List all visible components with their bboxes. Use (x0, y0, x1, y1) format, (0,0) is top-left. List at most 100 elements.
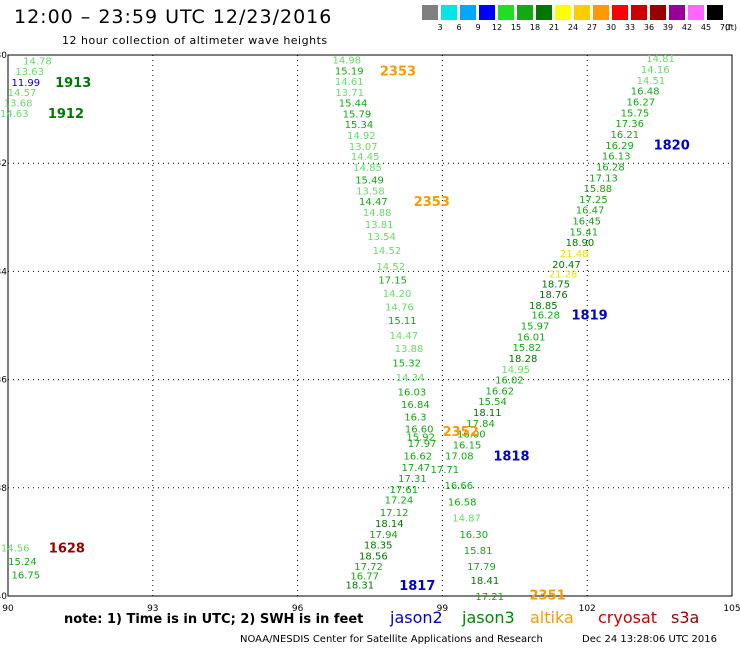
wave-height-value: 16.84 (401, 400, 430, 411)
legend-swatch (707, 5, 723, 20)
legend-label: 9 (475, 23, 481, 32)
wave-height-value: 14.57 (8, 88, 37, 99)
map-subtitle: 12 hour collection of altimeter wave hei… (62, 34, 328, 47)
wave-height-value: 14.95 (501, 365, 530, 376)
wave-height-value: 13.58 (356, 186, 385, 197)
wave-height-value: 13.71 (335, 88, 364, 99)
legend-label: 30 (605, 23, 617, 32)
satellite-s3a-label: s3a (671, 608, 700, 627)
legend-swatch (688, 5, 704, 20)
wave-height-value: 18.76 (539, 290, 568, 301)
legend-label: 24 (567, 23, 579, 32)
wave-height-value: 15.92 (406, 432, 435, 443)
wave-height-value: 13.88 (395, 344, 424, 355)
pass-time-label: 1818 (493, 449, 529, 464)
wave-height-value: 17.47 (402, 463, 431, 474)
wave-height-value: 14.52 (373, 246, 402, 257)
wave-height-value: 15.44 (339, 99, 368, 110)
wave-height-value: 18.31 (346, 581, 375, 592)
legend-swatch (631, 5, 647, 20)
wave-height-value: 18.75 (542, 279, 571, 290)
legend-swatch (422, 5, 438, 20)
wave-height-value: 16.00 (457, 430, 486, 441)
legend-label: 3 (437, 23, 443, 32)
satellite-jason3-label: jason3 (462, 608, 515, 627)
wave-height-value: 15.97 (521, 322, 550, 333)
wave-height-value: 18.35 (364, 541, 393, 552)
wave-height-value: 21.28 (549, 270, 578, 281)
wave-height-value: 14.76 (385, 303, 414, 314)
wave-height-value: 17.79 (467, 562, 496, 573)
wave-height-value: 16.27 (626, 98, 655, 109)
map-frame (7, 54, 733, 597)
wave-height-value: 13.54 (367, 232, 396, 243)
legend-swatch (460, 5, 476, 20)
y-tick-label: -40 (0, 592, 7, 602)
legend-label: 6 (456, 23, 462, 32)
legend-label: 36 (643, 23, 655, 32)
wave-height-value: 14.85 (353, 163, 382, 174)
wave-height-value: 14.47 (359, 197, 388, 208)
wave-height-value: 16.01 (517, 332, 546, 343)
pass-time-label: 1817 (399, 579, 435, 594)
footer-credit: NOAA/NESDIS Center for Satellite Applica… (240, 634, 543, 645)
wave-height-value: 13.81 (365, 220, 394, 231)
wave-height-value: 16.29 (605, 141, 634, 152)
wave-height-value: 14.63 (0, 109, 29, 120)
legend-label: 39 (662, 23, 674, 32)
wave-height-value: 16.77 (350, 571, 379, 582)
x-tick-label: 105 (723, 604, 740, 614)
legend-label: 45 (700, 23, 712, 32)
generated-timestamp: Dec 24 13:28:06 UTC 2016 (582, 634, 717, 645)
wave-height-value: 17.71 (430, 465, 459, 476)
pass-time-label: 1913 (55, 76, 91, 91)
pass-time-label: 2352 (443, 425, 479, 440)
wave-height-value: 15.82 (513, 343, 542, 354)
y-tick-label: -30 (0, 51, 7, 61)
wave-height-value: 14.34 (396, 373, 425, 384)
pass-time-label: 2353 (414, 195, 450, 210)
wave-height-value: 18.41 (471, 576, 500, 587)
wave-height-value: 16.75 (12, 570, 41, 581)
wave-height-value: 13.07 (349, 142, 378, 153)
wave-height-value: 14.98 (333, 55, 362, 66)
wave-height-value: 14.87 (452, 514, 481, 525)
pass-time-label: 2353 (380, 65, 416, 80)
wave-height-value: 14.20 (383, 289, 412, 300)
wave-height-value: 18.85 (529, 301, 558, 312)
wave-height-value: 18.56 (359, 551, 388, 562)
wave-height-value: 17.94 (369, 530, 398, 541)
wave-height-value: 16.62 (486, 386, 515, 397)
legend-label: 27 (586, 23, 598, 32)
wave-height-value: 14.52 (376, 262, 405, 273)
x-tick-label: 90 (2, 604, 14, 614)
legend-label: 12 (491, 23, 503, 32)
pass-time-label: 2351 (530, 588, 566, 603)
wave-height-value: 15.88 (583, 184, 612, 195)
legend-swatch (612, 5, 628, 20)
satellite-cryosat-label: cryosat (598, 608, 658, 627)
wave-height-value: 17.72 (354, 562, 383, 573)
wave-height-value: 15.41 (570, 227, 599, 238)
legend-label: 21 (548, 23, 560, 32)
wave-height-value: 16.28 (596, 162, 625, 173)
wave-height-value: 14.56 (1, 543, 30, 554)
wave-height-value: 16.28 (531, 311, 560, 322)
map-title: 12:00 – 23:59 UTC 12/23/2016 (14, 6, 333, 28)
wave-height-value: 16.3 (404, 412, 426, 423)
wave-height-value: 15.79 (343, 109, 372, 120)
wave-height-value: 16.62 (403, 451, 432, 462)
wave-height-value: 21.48 (560, 249, 589, 260)
x-tick-label: 96 (292, 604, 304, 614)
wave-height-value: 16.03 (398, 388, 427, 399)
wave-height-value: 17.08 (445, 451, 474, 462)
wave-height-value: 14.92 (347, 131, 376, 142)
legend-unit: (ft) (725, 23, 738, 32)
x-tick-label: 102 (579, 604, 596, 614)
wave-height-color-legend: 3 6 9 12 15 18 21 24 27 30 33 36 39 42 45 70 (ft) (422, 5, 737, 33)
wave-height-value: 15.32 (392, 358, 421, 369)
legend-swatch (498, 5, 514, 20)
wave-height-value: 16.21 (611, 130, 640, 141)
pass-time-label: 1819 (572, 309, 608, 324)
wave-height-value: 14.81 (646, 54, 675, 65)
